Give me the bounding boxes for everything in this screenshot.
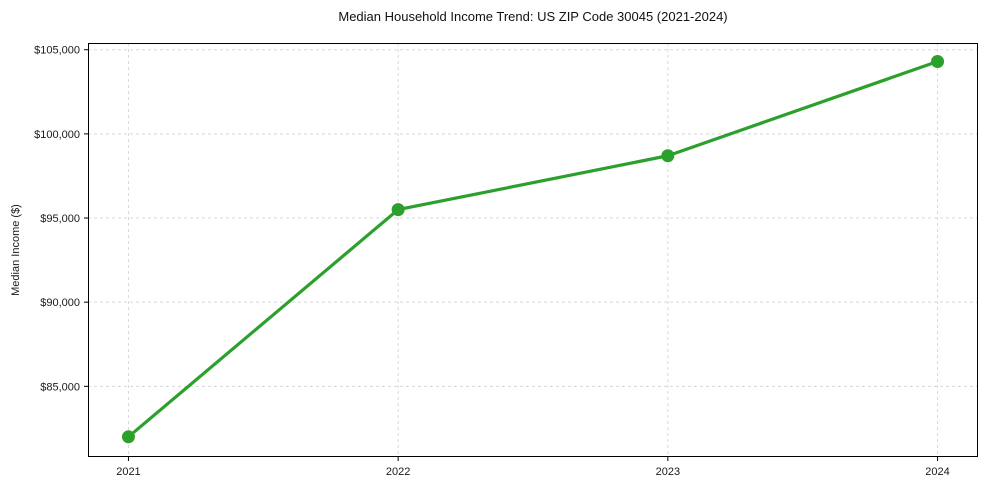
x-tick-label: 2021 bbox=[116, 466, 140, 478]
x-tick-label: 2023 bbox=[656, 466, 680, 478]
data-point-marker bbox=[121, 430, 135, 444]
x-tick-label: 2024 bbox=[925, 466, 949, 478]
axes-frame bbox=[88, 43, 978, 457]
income-trend-line bbox=[126, 59, 940, 439]
y-tick-label: $100,000 bbox=[34, 129, 80, 141]
y-tick-label: $95,000 bbox=[40, 213, 80, 225]
y-tick-label: $90,000 bbox=[40, 297, 80, 309]
y-tick-label: $105,000 bbox=[34, 45, 80, 57]
x-tick-label: 2022 bbox=[386, 466, 410, 478]
data-point-marker bbox=[931, 55, 945, 69]
data-point-marker bbox=[661, 149, 675, 163]
data-point-marker bbox=[391, 203, 405, 217]
y-tick-label: $85,000 bbox=[40, 381, 80, 393]
chart-title: Median Household Income Trend: US ZIP Co… bbox=[338, 9, 728, 24]
